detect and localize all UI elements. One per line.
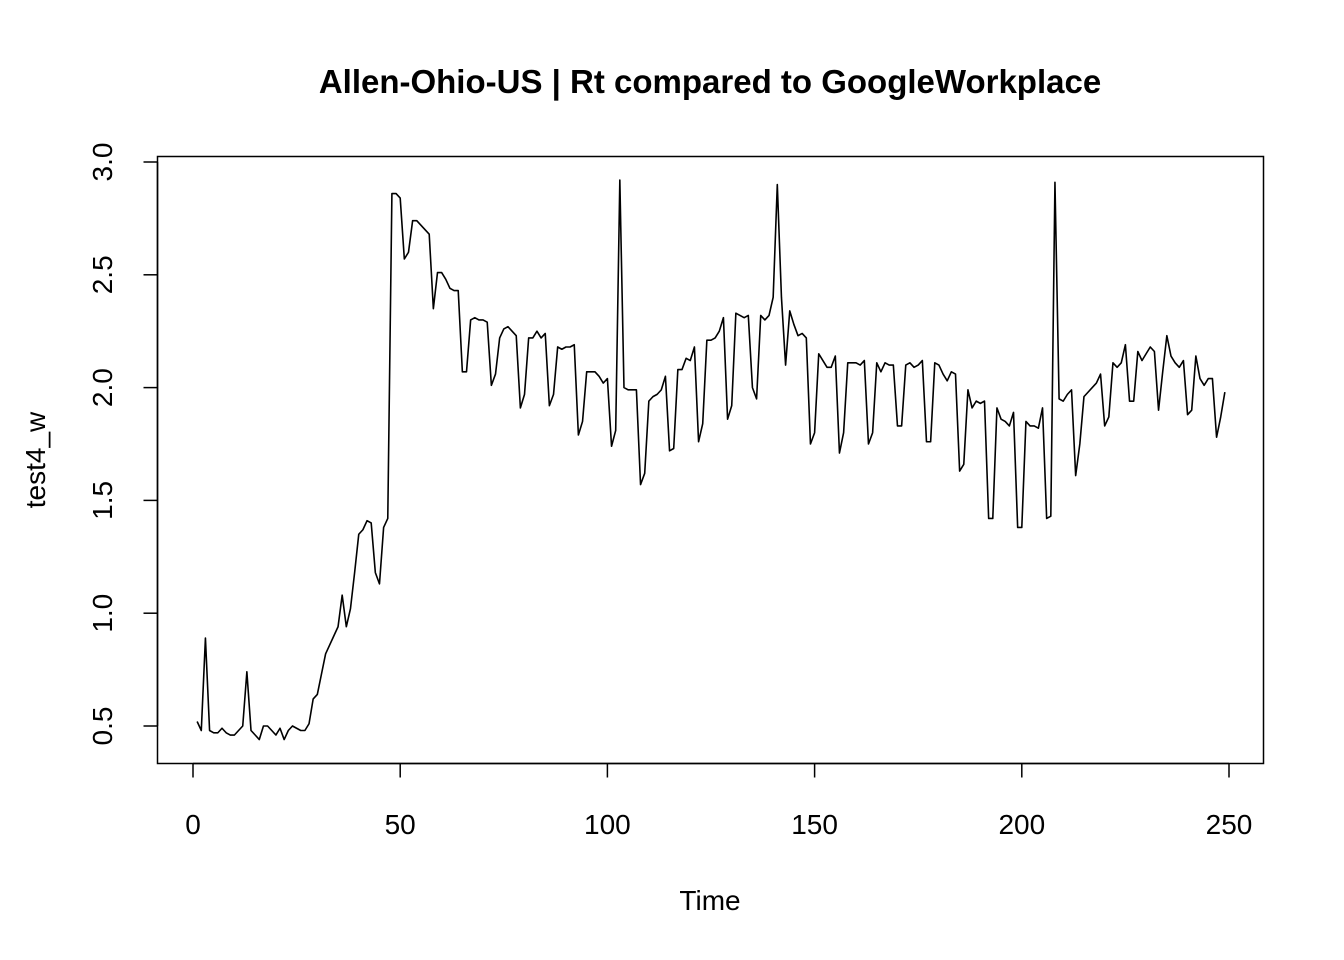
y-tick-label: 2.5	[87, 255, 118, 294]
series-group	[196, 179, 1226, 741]
chart-title: Allen-Ohio-US | Rt compared to GoogleWor…	[319, 63, 1101, 100]
plot-frame	[156, 155, 1265, 765]
x-axis: 0 50 100 150 200 250	[185, 762, 1253, 840]
y-tick-label: 0.5	[87, 707, 118, 746]
x-tick-label: 150	[791, 809, 838, 840]
y-tick-label: 3.0	[87, 143, 118, 182]
y-tick-label: 2.0	[87, 368, 118, 407]
x-axis-label: Time	[679, 885, 740, 916]
x-tick-label: 0	[185, 809, 201, 840]
x-tick-label: 200	[998, 809, 1045, 840]
y-tick-label: 1.5	[87, 481, 118, 520]
y-axis: 0.5 1.0 1.5 2.0 2.5 3.0	[87, 143, 159, 746]
y-axis-label: test4_w	[20, 411, 51, 508]
x-tick-label: 100	[584, 809, 631, 840]
series-line-test4_w	[196, 179, 1226, 741]
y-tick-label: 1.0	[87, 594, 118, 633]
x-tick-label: 50	[385, 809, 416, 840]
x-tick-label: 250	[1206, 809, 1253, 840]
